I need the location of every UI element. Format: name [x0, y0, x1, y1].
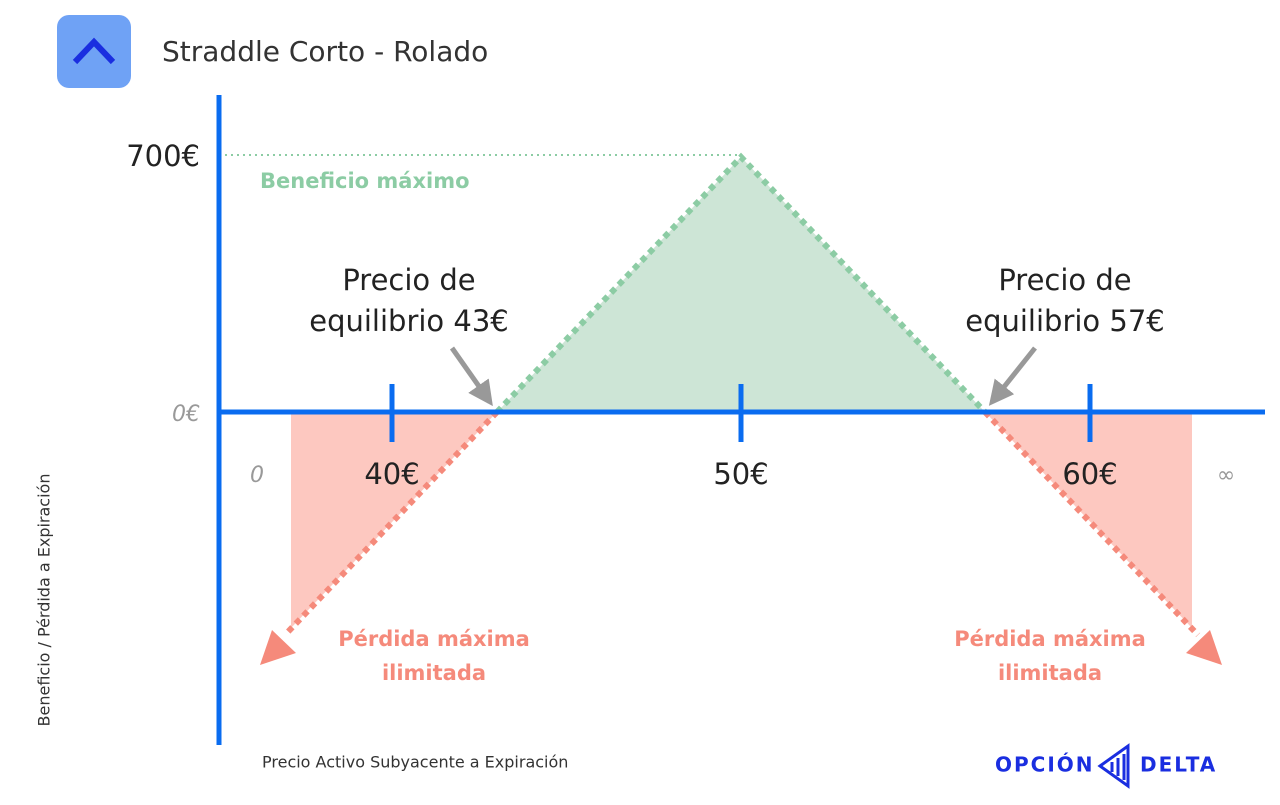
- x-label: 0: [250, 463, 264, 488]
- x-label: 50€: [713, 457, 768, 491]
- x-title: Precio Activo Subyacente a Expiración: [262, 753, 568, 772]
- arrowhead: [260, 630, 296, 665]
- logo-icon: [1110, 754, 1126, 780]
- profit-area: [497, 157, 985, 412]
- y-label: 0€: [172, 402, 200, 427]
- x-label: 60€: [1062, 457, 1117, 491]
- pointer: [449, 346, 493, 407]
- annotation: Pérdida máxima: [954, 627, 1146, 651]
- annotation: Beneficio máximo: [260, 169, 470, 193]
- annotation: Precio de: [342, 263, 475, 297]
- annotation: Pérdida máxima: [338, 627, 530, 651]
- annotation: equilibrio 57€: [965, 304, 1165, 338]
- y-title: Beneficio / Pérdida a Expiración: [35, 474, 54, 727]
- annotation: ilimitada: [382, 661, 486, 685]
- title: Straddle Corto - Rolado: [162, 35, 488, 68]
- loss-line: [282, 409, 500, 638]
- annotation: equilibrio 43€: [309, 304, 509, 338]
- x-label: ∞: [1217, 463, 1235, 488]
- loss-line: [982, 409, 1201, 638]
- logo-icon: [1097, 743, 1130, 789]
- logo-text: DELTA: [1140, 753, 1217, 777]
- y-label: 700€: [126, 139, 200, 173]
- icon[interactable]: [57, 15, 131, 88]
- annotation: Precio de: [998, 263, 1131, 297]
- logo-text: OPCIÓN: [995, 753, 1095, 777]
- x-label: 40€: [364, 457, 419, 491]
- chevron: [72, 37, 116, 65]
- annotation: ilimitada: [998, 661, 1102, 685]
- arrowhead: [1186, 630, 1222, 665]
- pointer: [988, 346, 1037, 406]
- profit-line: [494, 152, 988, 415]
